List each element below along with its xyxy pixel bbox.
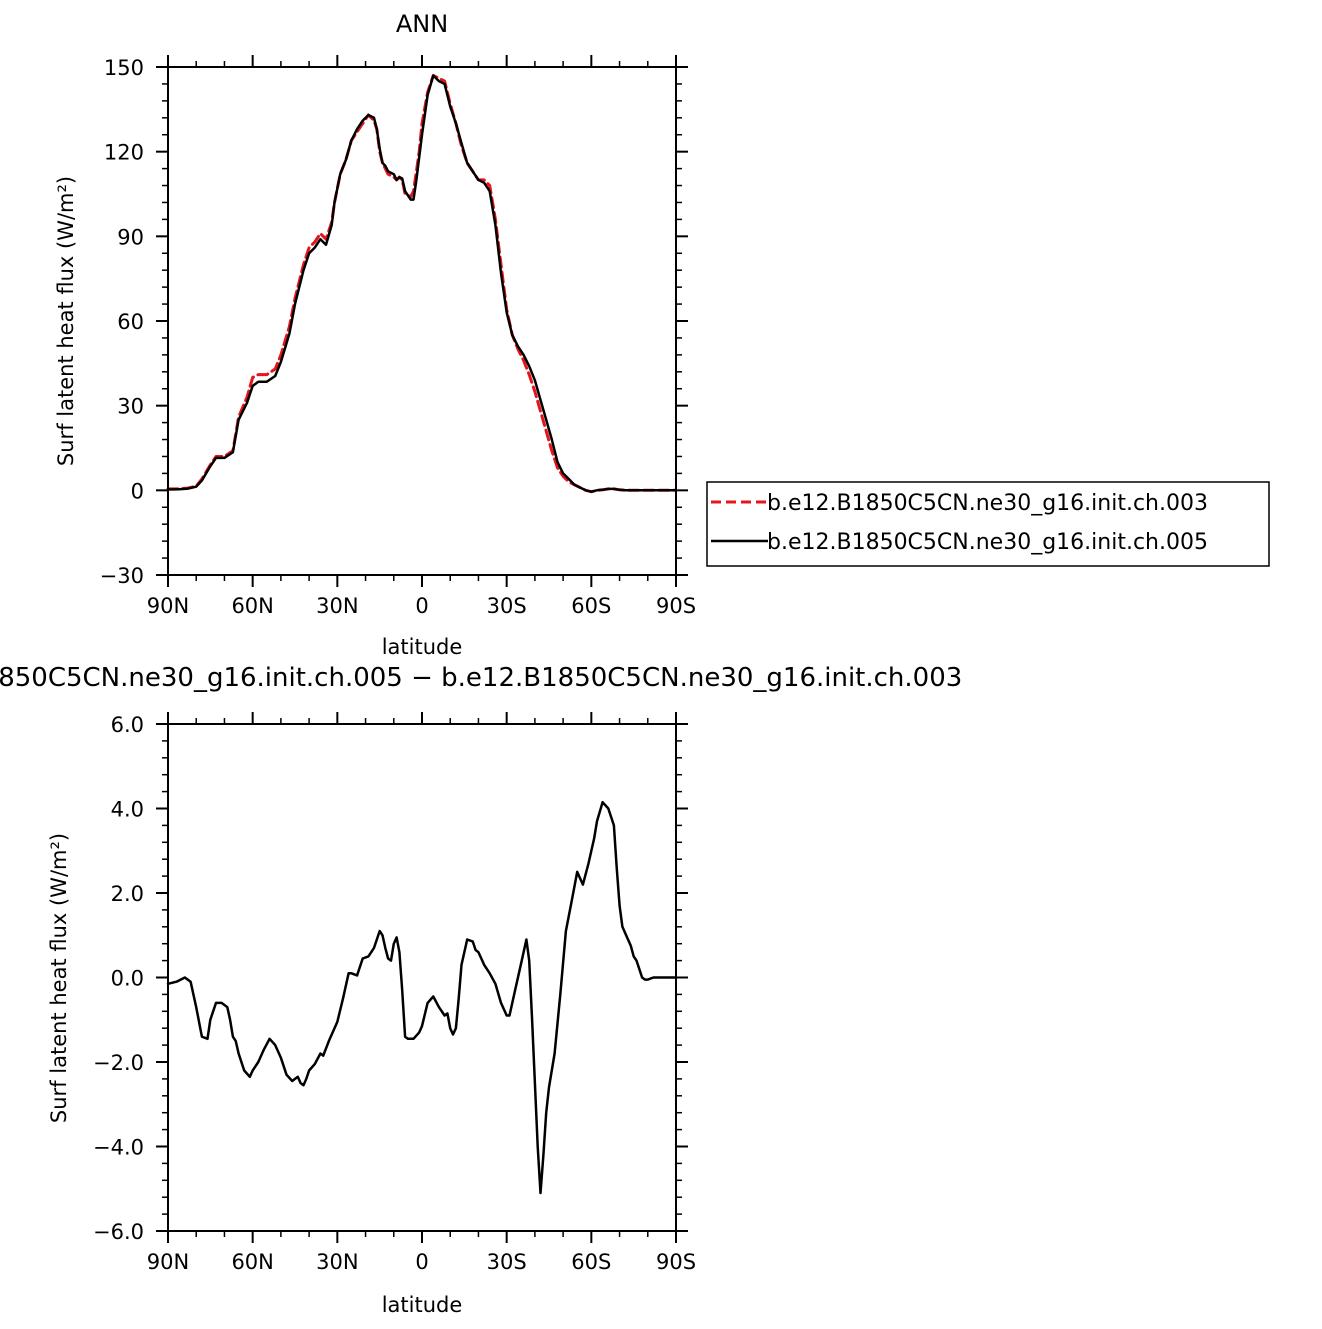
bottom-y-axis-label: Surf latent heat flux (W/m²) [47, 833, 71, 1123]
top-x-axis-label: latitude [382, 635, 463, 659]
top-x-tick-label: 60S [571, 594, 611, 618]
legend: b.e12.B1850C5CN.ne30_g16.init.ch.003 b.e… [706, 481, 1270, 567]
bottom-y-tick-label: −2.0 [93, 1051, 144, 1075]
legend-label-series-1: b.e12.B1850C5CN.ne30_g16.init.ch.003 [767, 491, 1208, 516]
top-y-tick-label: 120 [104, 141, 144, 165]
top-x-tick-label: 60N [231, 594, 273, 618]
bottom-series [166, 800, 678, 1195]
bottom-y-tick-label: −4.0 [93, 1136, 144, 1160]
bottom-y-tick-label: 6.0 [111, 713, 144, 737]
bottom-y-tick-label: −6.0 [93, 1220, 144, 1244]
top-y-tick-label: 0 [131, 479, 144, 503]
bottom-x-tick-label: 30S [487, 1250, 527, 1274]
top-x-tick-label: 30S [487, 594, 527, 618]
bottom-axis-ticks: 90N 60N 30N 0 30S 60S 90S −6.0 −4.0 −2.0 0.0 2.0 4.0… [93, 712, 696, 1274]
bottom-x-tick-label: 0 [415, 1250, 428, 1274]
bottom-chart-title: b.e12.B1850C5CN.ne30_g16.init.ch.005 − b… [0, 663, 962, 693]
top-x-tick-label: 90S [656, 594, 696, 618]
top-x-tick-label: 0 [415, 594, 428, 618]
bottom-x-tick-label: 60S [571, 1250, 611, 1274]
top-y-tick-label: −30 [100, 564, 144, 588]
bottom-y-tick-label: 0.0 [111, 967, 144, 991]
top-x-tick-label: 30N [316, 594, 358, 618]
bottom-y-tick-label: 2.0 [111, 882, 144, 906]
top-y-tick-label: 90 [117, 225, 144, 249]
bottom-series-line-1 [166, 800, 678, 1195]
top-y-tick-label: 30 [117, 395, 144, 419]
top-plot-frame [167, 66, 677, 576]
legend-box [706, 481, 1270, 567]
top-panel: ANN 90N 60N 30N 0 30S 60S 90S−300306090120150 … [54, 10, 696, 659]
bottom-x-tick-label: 60N [231, 1250, 273, 1274]
top-chart-title: ANN [396, 10, 448, 38]
legend-label-series-2: b.e12.B1850C5CN.ne30_g16.init.ch.005 [767, 530, 1208, 555]
top-axis-ticks: 90N 60N 30N 0 30S 60S 90S −30 0 30 60 90 120 150 [100, 55, 696, 618]
bottom-plot-frame [167, 723, 677, 1232]
top-series-line-2 [166, 74, 678, 493]
top-x-tick-label: 90N [147, 594, 189, 618]
bottom-y-tick-label: 4.0 [111, 798, 144, 822]
top-y-tick-label: 60 [117, 310, 144, 334]
top-series [166, 74, 678, 494]
bottom-x-tick-label: 30N [316, 1250, 358, 1274]
bottom-x-tick-label: 90N [147, 1250, 189, 1274]
bottom-x-axis-label: latitude [382, 1293, 463, 1317]
top-y-axis-label: Surf latent heat flux (W/m²) [54, 176, 78, 466]
bottom-panel: b.e12.B1850C5CN.ne30_g16.init.ch.005 − b… [0, 663, 962, 1317]
top-y-tick-label: 150 [104, 56, 144, 80]
bottom-x-tick-label: 90S [656, 1250, 696, 1274]
